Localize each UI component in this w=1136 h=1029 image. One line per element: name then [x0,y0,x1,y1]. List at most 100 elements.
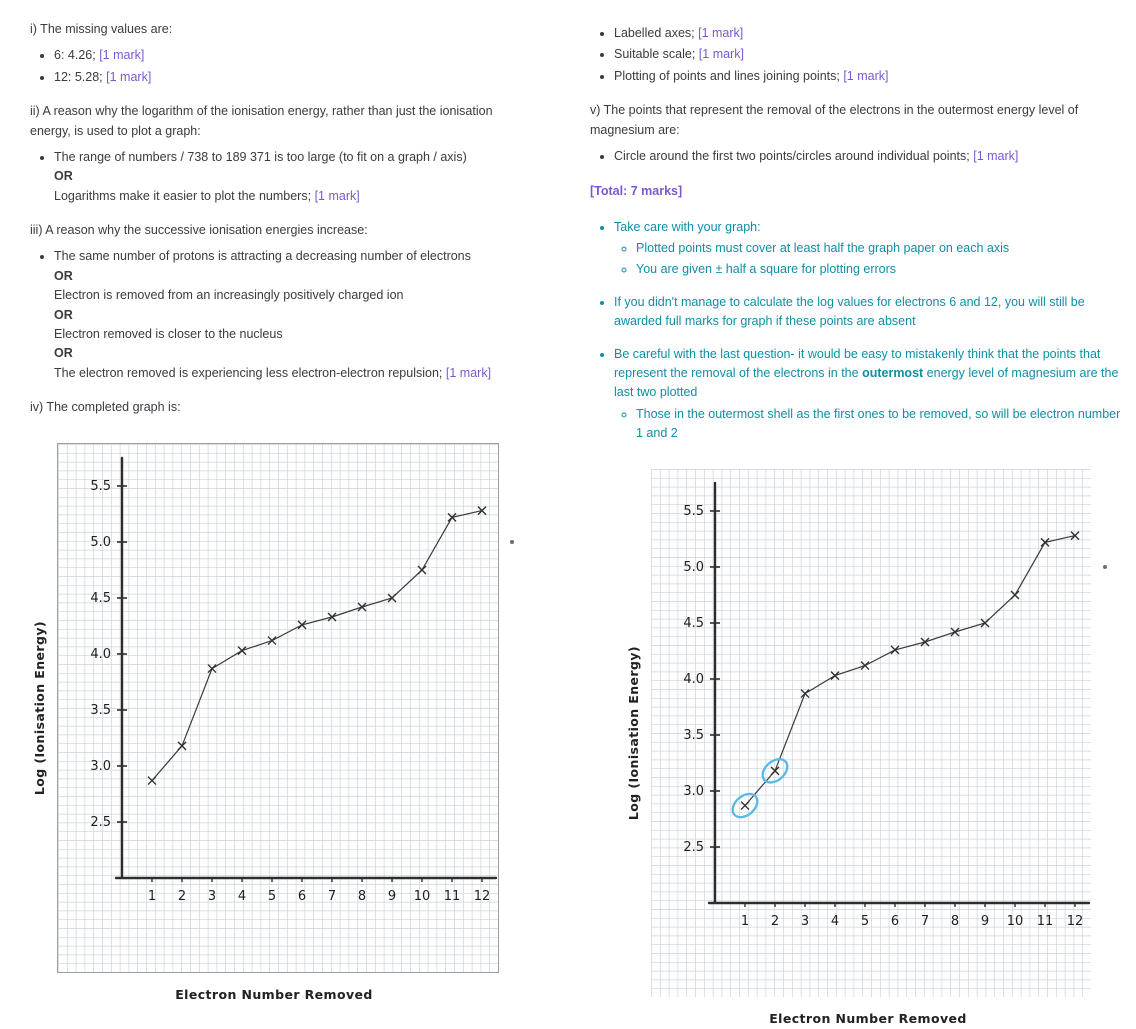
graph-paper: 2.5 3.0 3.5 4.0 4.5 5.0 5.5 1 2 3 4 5 6 7 8 9 10 11 12 [651,469,1108,998]
missing-values-list: 6: 4.26; [1 mark] 12: 5.28; [1 mark] [54,46,530,87]
svg-text:2.5: 2.5 [684,840,705,855]
list-item: Plotting of points and lines joining poi… [614,67,1130,86]
stray-mark [1103,565,1108,570]
tip-item: Take care with your graph: Plotted point… [614,218,1130,280]
mark-label: [1 mark] [99,48,145,63]
section-i-heading: i) The missing values are: [30,22,173,36]
or-label: OR [54,307,73,322]
mark-label: [1 mark] [698,26,744,40]
answer-text: Labelled axes; [614,26,695,40]
stray-mark [510,540,515,545]
svg-text:11: 11 [1037,914,1054,929]
svg-text:7: 7 [921,914,929,929]
tip-subitem: You are given ± half a square for plotti… [636,260,1130,279]
tip-item: If you didn't manage to calculate the lo… [614,293,1130,332]
svg-text:5.0: 5.0 [684,560,705,575]
svg-text:4.5: 4.5 [91,591,112,606]
svg-text:9: 9 [388,889,396,904]
tip-text: Be careful with the last question- it wo… [614,346,1101,380]
answer-text: The range of numbers / 738 to 189 371 is… [54,149,467,164]
svg-text:5: 5 [268,889,276,904]
mark-label: [1 mark] [445,365,492,380]
list-item: 6: 4.26; [1 mark] [54,46,530,65]
section-v-heading: v) The points that represent the removal… [590,103,1079,137]
svg-text:2: 2 [178,889,186,904]
answer-text: 12: 5.28; [54,69,103,84]
svg-text:5.5: 5.5 [684,504,705,519]
svg-text:8: 8 [358,889,366,904]
answer-text: Electron is removed from an increasingly… [54,288,404,303]
svg-text:9: 9 [981,914,989,929]
svg-text:4.0: 4.0 [684,672,705,687]
increase-reason-list: The same number of protons is attracting… [54,247,530,383]
mark-label: [1 mark] [106,69,152,84]
svg-text:4.0: 4.0 [91,647,112,662]
tip-subitem: Those in the outermost shell as the firs… [636,405,1130,444]
mark-label: [1 mark] [973,148,1019,163]
svg-text:4: 4 [238,889,246,904]
svg-text:5.0: 5.0 [91,535,112,550]
tip-text: Take care with your graph: [614,219,761,234]
list-item: Suitable scale; [1 mark] [614,45,1130,64]
svg-text:8: 8 [951,914,959,929]
total-marks: [Total: 7 marks] [590,184,683,199]
list-item: Circle around the first two points/circl… [614,147,1130,166]
section-iv-heading: iv) The completed graph is: [30,400,181,414]
svg-text:11: 11 [444,889,461,904]
y-axis-label: Log (Ionisation Energy) [32,621,47,796]
svg-text:10: 10 [414,889,431,904]
examiner-tips-list: Take care with your graph: Plotted point… [614,218,1130,444]
svg-text:2: 2 [771,914,779,929]
answer-text: Circle around the first two points/circl… [614,148,970,163]
list-item: The same number of protons is attracting… [54,247,530,383]
svg-text:2.5: 2.5 [91,815,112,830]
svg-text:10: 10 [1007,914,1024,929]
mark-label: [1 mark] [698,47,744,62]
tip-sublist: Those in the outermost shell as the firs… [636,405,1130,444]
y-axis-label: Log (Ionisation Energy) [626,646,641,821]
tip-text: energy level of magnesium are the last t… [614,365,1119,400]
svg-text:4.5: 4.5 [684,616,705,631]
right-column: Labelled axes; [1 mark] Suitable scale; … [590,20,1130,1029]
svg-text:7: 7 [328,889,336,904]
graph-figure: Log (Ionisation Energy) 2.5 3.0 3.5 4.0 4.5 5… [30,443,530,974]
svg-text:5.5: 5.5 [91,479,112,494]
graph-paper: 2.5 3.0 3.5 4.0 4.5 5.0 5.5 1 2 3 4 5 6 7 8 9 10 11 12 [57,443,515,974]
svg-text:6: 6 [891,914,899,929]
svg-text:12: 12 [1067,914,1084,929]
log-reason-list: The range of numbers / 738 to 189 371 is… [54,148,530,206]
outermost-points-list: Circle around the first two points/circl… [614,147,1130,166]
svg-text:1: 1 [148,889,156,904]
answer-text: Logarithms make it easier to plot the nu… [54,188,312,203]
mark-label: [1 mark] [843,68,889,83]
list-item: Labelled axes; [1 mark] [614,24,1130,43]
svg-text:4: 4 [831,914,839,929]
svg-text:3: 3 [801,914,809,929]
tip-item: Be careful with the last question- it wo… [614,345,1130,444]
or-label: OR [54,169,73,184]
circled-graph: Log (Ionisation Energy) 2.5 3.0 3.5 4.0 4.5 5… [624,469,1130,1028]
svg-text:3.5: 3.5 [91,703,112,718]
tip-subitem: Plotted points must cover at least half … [636,239,1130,258]
svg-text:6: 6 [298,889,306,904]
answer-text: Plotting of points and lines joining poi… [614,68,840,83]
x-axis-label: Electron Number Removed [769,1011,967,1027]
svg-text:3.0: 3.0 [684,784,705,799]
graph-marks-list: Labelled axes; [1 mark] Suitable scale; … [614,24,1130,86]
answer-text: Electron removed is closer to the nucleu… [54,326,283,341]
list-item: 12: 5.28; [1 mark] [54,68,530,87]
left-column: i) The missing values are: 6: 4.26; [1 m… [30,20,530,1029]
svg-text:3.5: 3.5 [684,728,705,743]
tip-sublist: Plotted points must cover at least half … [636,239,1130,280]
graph-figure: Log (Ionisation Energy) 2.5 3.0 3.5 4.0 4.5 5… [624,469,1130,998]
answer-text: 6: 4.26; [54,48,96,63]
or-label: OR [54,346,73,361]
svg-text:5: 5 [861,914,869,929]
answer-text: The same number of protons is attracting… [54,249,471,264]
section-ii-heading: ii) A reason why the logarithm of the io… [30,104,493,138]
answer-text: Suitable scale; [614,47,696,62]
svg-text:3: 3 [208,889,216,904]
answer-text: The electron removed is experiencing les… [54,365,443,380]
section-iii-heading: iii) A reason why the successive ionisat… [30,223,368,237]
